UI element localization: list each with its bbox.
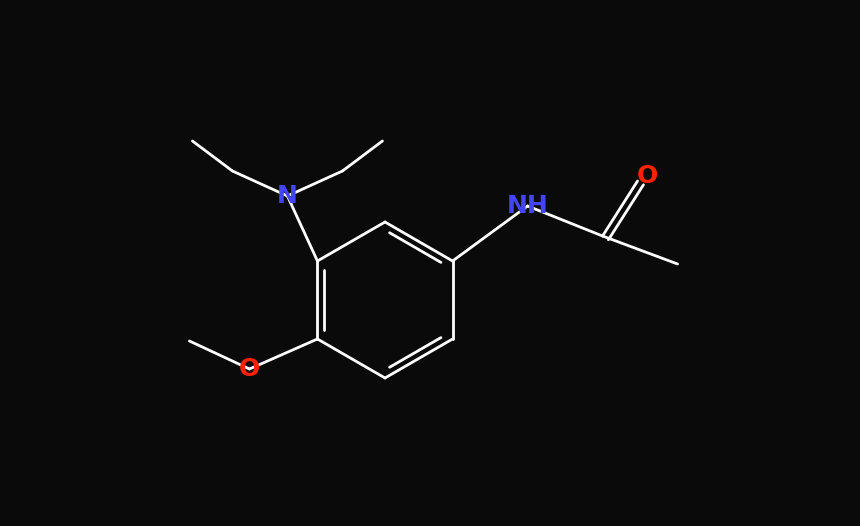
Text: O: O: [239, 357, 260, 381]
Text: NH: NH: [507, 194, 549, 218]
Text: O: O: [637, 164, 658, 188]
Text: N: N: [277, 184, 298, 208]
